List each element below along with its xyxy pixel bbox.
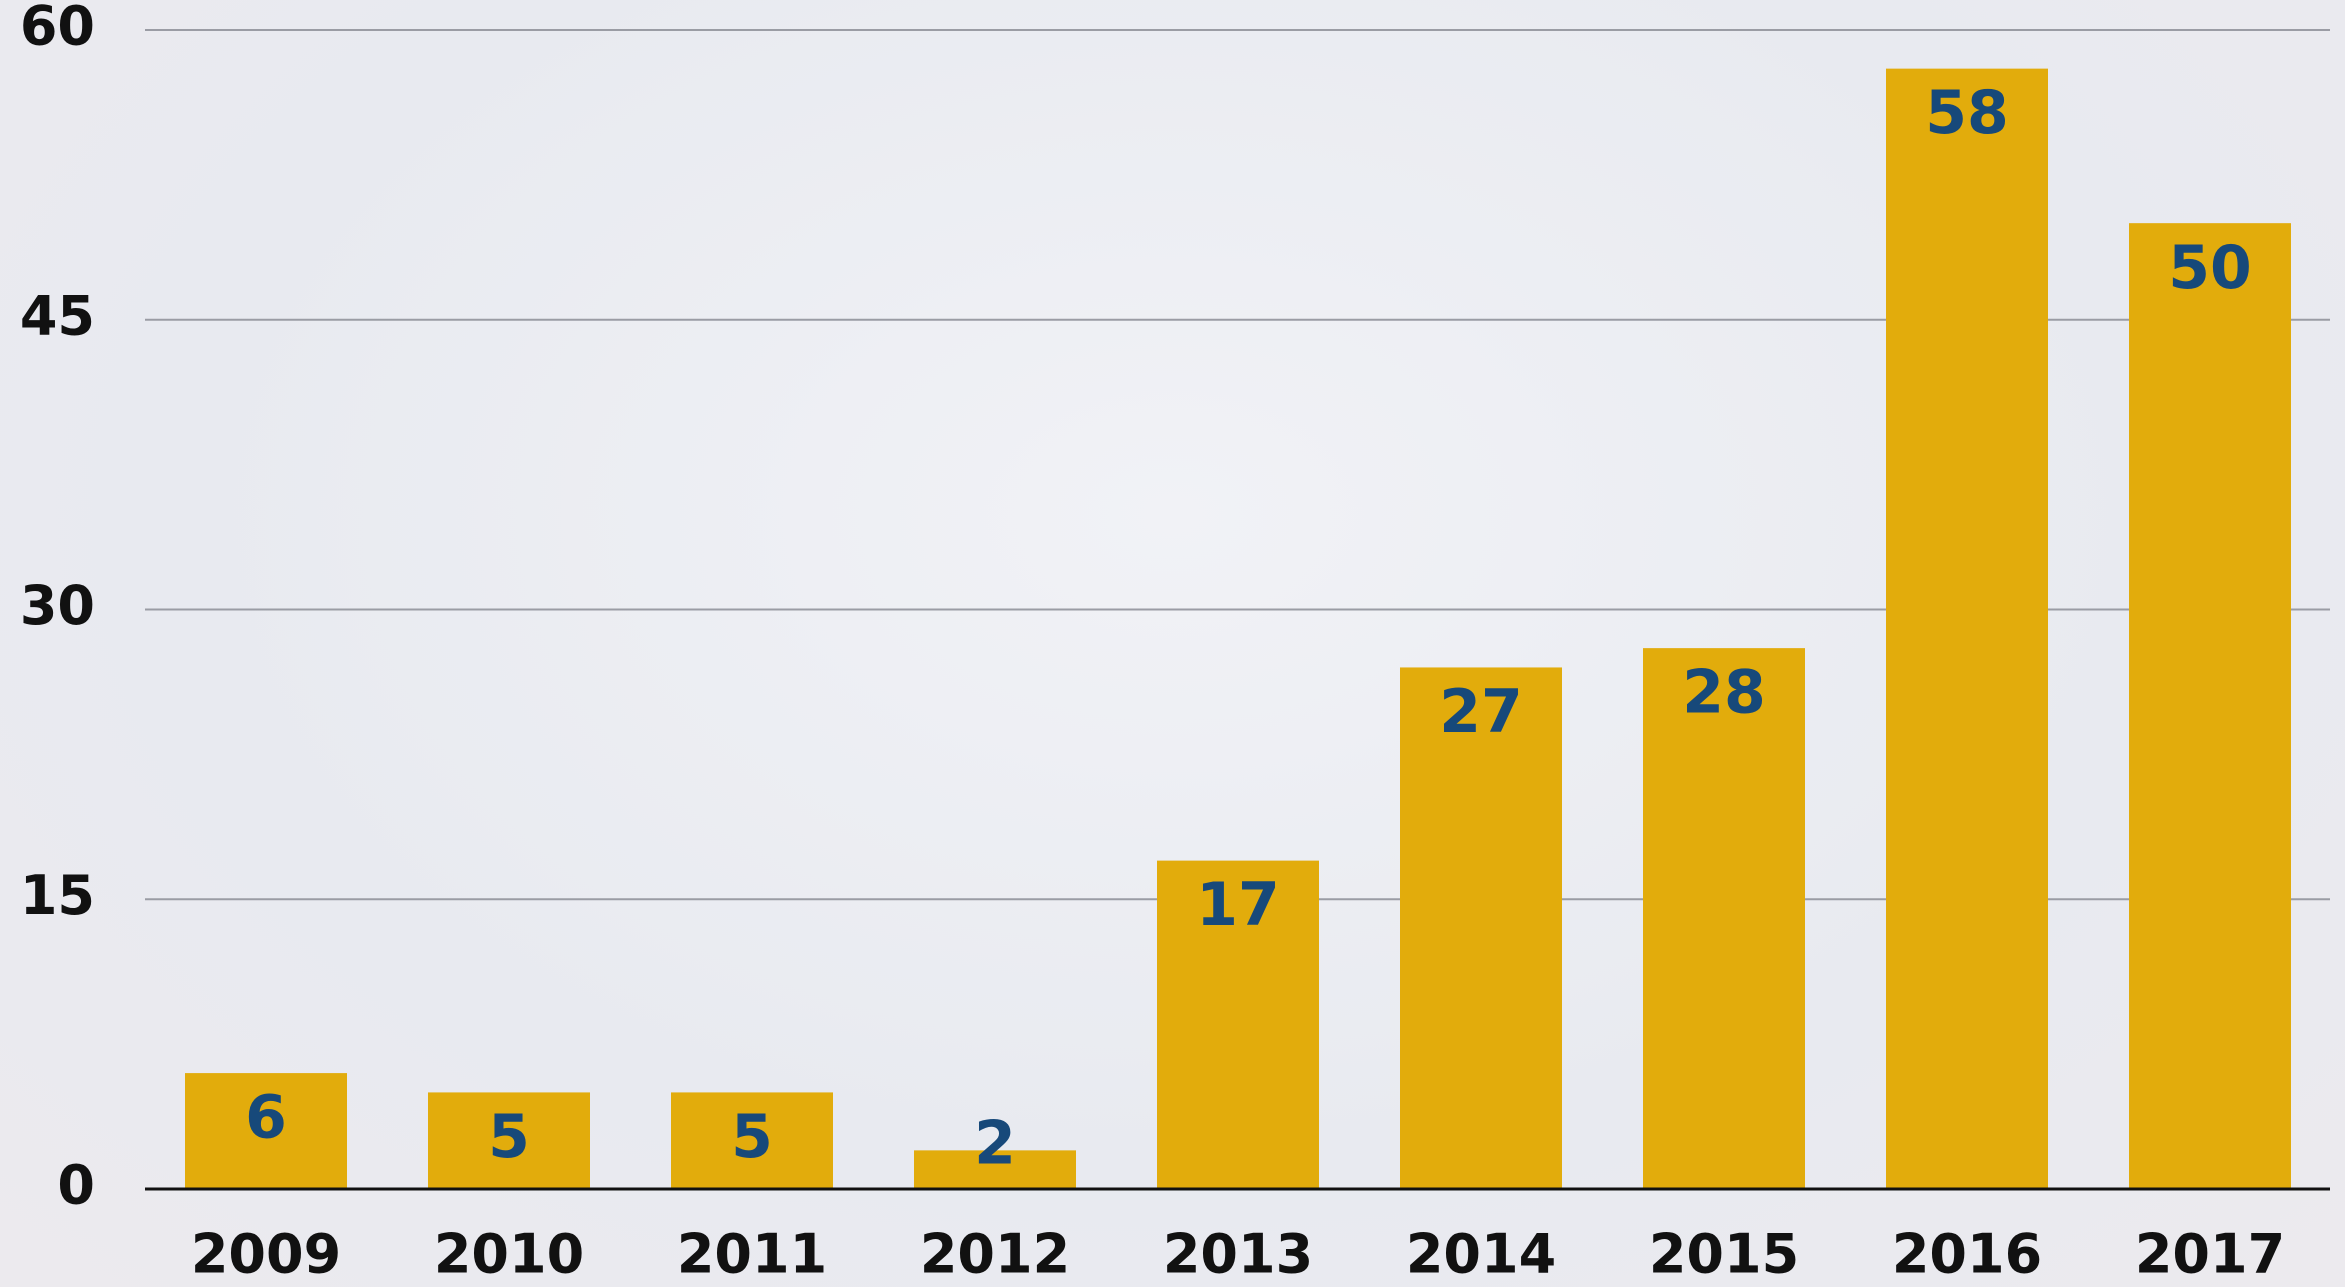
bar [2129, 223, 2291, 1189]
data-label: 17 [1196, 870, 1280, 940]
y-tick-label: 60 [20, 0, 95, 58]
data-label: 58 [1925, 78, 2009, 148]
data-label: 27 [1439, 677, 1523, 747]
data-label: 50 [2168, 233, 2252, 303]
y-tick-label: 0 [57, 1154, 95, 1217]
x-tick-label: 2012 [920, 1223, 1070, 1286]
x-tick-label: 2013 [1163, 1223, 1313, 1286]
x-tick-label: 2016 [1892, 1223, 2042, 1286]
data-label: 5 [731, 1102, 773, 1172]
x-tick-label: 2011 [677, 1223, 827, 1286]
data-label: 28 [1682, 658, 1766, 728]
y-tick-label: 30 [20, 574, 95, 637]
chart: 0 15 30 45 60 2009 6 2010 5 2011 5 2012 2 2013 17 2014 2… [0, 0, 2345, 1287]
x-tick-label: 2017 [2135, 1223, 2285, 1286]
x-tick-label: 2010 [434, 1223, 584, 1286]
bar [1886, 69, 2048, 1189]
data-label: 6 [245, 1083, 287, 1153]
data-label: 5 [488, 1102, 530, 1172]
x-tick-label: 2009 [191, 1223, 341, 1286]
data-label: 2 [974, 1109, 1016, 1179]
x-tick-label: 2014 [1406, 1223, 1556, 1286]
bar [1643, 648, 1805, 1189]
y-tick-label: 45 [20, 284, 95, 347]
x-tick-label: 2015 [1649, 1223, 1799, 1286]
y-tick-label: 15 [20, 864, 95, 927]
page: {"chart_data": {"type": "bar", "categori… [0, 0, 2345, 1287]
